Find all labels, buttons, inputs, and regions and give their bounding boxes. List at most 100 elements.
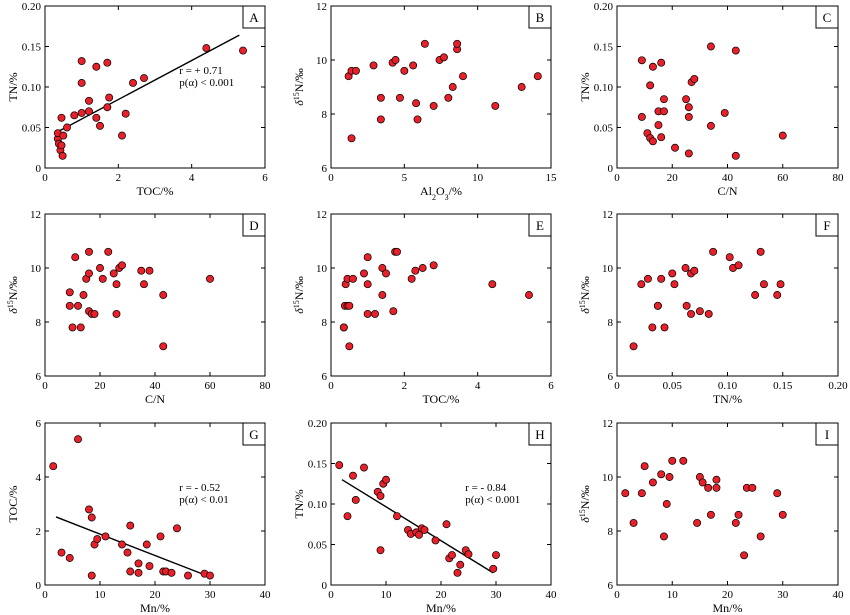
y-tick-label: 0.20 [594, 1, 614, 13]
data-point [112, 280, 121, 289]
data-point [206, 571, 214, 580]
panel-d: 0 20 40 60 80 6 8 10 12 C/N δ15N/‰ D [6, 209, 272, 406]
x-tick-label: 0 [328, 380, 334, 392]
data-point [123, 548, 132, 557]
data-point [206, 274, 214, 283]
x-tick-label: 0.10 [718, 380, 738, 392]
data-point [129, 78, 137, 87]
data-point [118, 131, 126, 140]
y-axis-label: δ15N/‰ [292, 68, 307, 106]
data-point [145, 266, 154, 275]
data-point [648, 323, 657, 332]
data-point [378, 264, 387, 272]
x-tick-label: 0 [42, 380, 48, 392]
y-tick-label: 8 [608, 317, 614, 329]
x-axis-label: Mn/% [140, 601, 170, 615]
data-point [629, 342, 638, 351]
y-tick-label: 10 [316, 263, 328, 275]
data-point [184, 571, 192, 580]
data-point [670, 280, 679, 289]
data-point [646, 81, 655, 90]
data-point [731, 46, 740, 55]
y-tick-label: 0.20 [22, 1, 42, 13]
y-axis-label: δ15N/‰ [578, 485, 593, 523]
data-point [776, 280, 785, 289]
data-point [93, 535, 102, 544]
x-axis-label: TOC/% [422, 392, 459, 406]
data-point [376, 93, 385, 102]
panel-letter: I [825, 427, 829, 442]
y-tick-label: 0.15 [594, 42, 614, 54]
data-point [378, 291, 387, 299]
panel-letter-box [242, 422, 266, 446]
data-point [756, 247, 765, 256]
plot-frame [330, 5, 552, 169]
data-point [345, 301, 354, 310]
x-tick-label: 0.05 [663, 380, 683, 392]
y-tick-label: 8 [608, 526, 614, 538]
data-point [517, 83, 526, 91]
data-point [660, 323, 669, 332]
panel-e: 0 2 4 6 6 8 10 12 TOC/% δ15N/‰ E [292, 209, 555, 406]
data-point [349, 471, 357, 480]
data-point [98, 274, 107, 283]
data-point [85, 107, 93, 116]
correlation-coefficient: r = - 0.84 [465, 482, 507, 494]
data-point [85, 505, 93, 514]
data-point [68, 323, 77, 332]
y-tick-label: 12 [30, 209, 41, 221]
y-tick-label: 6 [322, 163, 328, 175]
data-point [393, 247, 401, 256]
data-point [104, 247, 113, 256]
x-tick-label: 40 [150, 380, 162, 392]
data-point [756, 532, 765, 541]
panel-letter-box [815, 5, 839, 29]
data-point [740, 551, 749, 560]
data-point [382, 269, 390, 278]
data-point [420, 525, 429, 534]
x-tick-label: 15 [546, 172, 558, 184]
data-point [429, 101, 438, 110]
data-point [640, 462, 649, 471]
data-point [109, 269, 118, 278]
data-point [668, 269, 677, 278]
y-tick-label: 10 [30, 263, 42, 275]
data-point [464, 550, 473, 559]
panel-c: 0 20 40 60 80 0 0.05 0.10 0.15 0.20 C/N TN/% C [578, 1, 844, 198]
data-point [660, 95, 668, 104]
y-tick-label: 6 [322, 371, 328, 383]
data-point [57, 548, 66, 557]
data-point [748, 483, 757, 492]
plot-frame [44, 213, 266, 377]
data-point [134, 559, 143, 568]
x-axis-label: Mn/% [426, 601, 456, 615]
data-point [395, 93, 404, 102]
data-point [687, 309, 695, 318]
x-tick-label: 20 [150, 589, 162, 601]
data-point [431, 536, 440, 545]
data-point [101, 532, 110, 541]
y-tick-label: 4 [36, 472, 42, 484]
panel-i: 0 10 20 30 40 6 8 10 12 Mn/% δ15N/‰ I [578, 418, 845, 615]
data-point [621, 489, 630, 498]
data-point [77, 78, 86, 87]
data-point [134, 568, 143, 577]
x-tick-label: 40 [722, 172, 734, 184]
y-tick-label: 0 [608, 163, 614, 175]
data-point [173, 524, 181, 533]
y-tick-label: 2 [36, 526, 42, 538]
y-tick-label: 8 [322, 109, 328, 121]
panel-letter: F [823, 218, 830, 233]
plot-frame [616, 213, 839, 377]
data-point [96, 121, 104, 130]
y-tick-label: 0.10 [22, 82, 42, 94]
data-point [376, 491, 385, 500]
data-point [712, 475, 721, 484]
panel-letter-box [528, 422, 552, 446]
y-axis-label: δ15N/‰ [6, 276, 21, 314]
panel-letter-box [528, 5, 552, 29]
plot-frame [616, 422, 839, 586]
x-tick-label: 4 [189, 172, 195, 184]
panel-h: 0 10 20 30 40 0 0.05 0.10 0.15 0.20 Mn/% TN/% Hr = -… [292, 418, 557, 615]
x-tick-label: 6 [548, 380, 554, 392]
